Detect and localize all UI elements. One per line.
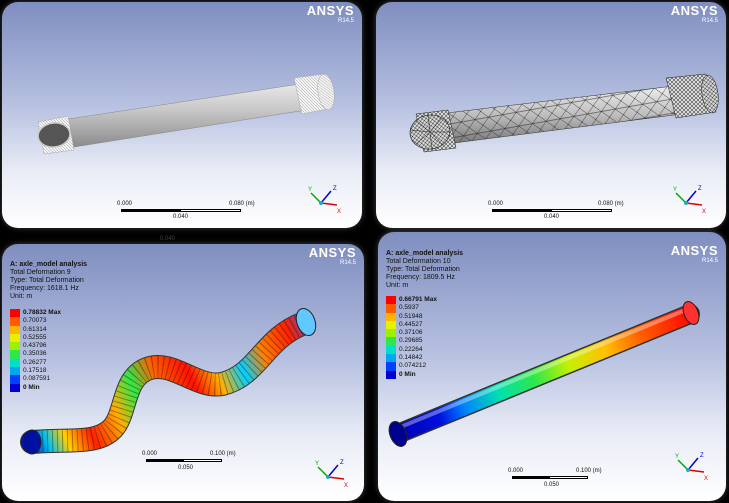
result-type: Type: Total Deformation: [386, 266, 460, 273]
legend-label: 0.51948: [399, 312, 423, 320]
axis-triad-icon: Y Z X: [308, 186, 341, 215]
scale-mid-label: 0.040: [544, 214, 560, 220]
axle-mesh-model[interactable]: [376, 2, 726, 228]
legend-label: 0.074212: [399, 362, 427, 370]
ansys-version: R14.5: [701, 18, 718, 24]
ansys-version: R14.5: [337, 18, 354, 24]
result-name: Total Deformation 9: [10, 269, 71, 276]
mode-shape-10-panel[interactable]: ANSYS R14.5 A: axle_model analysis Total…: [378, 232, 726, 501]
legend-label: 0.61314: [23, 325, 47, 333]
result-frequency: Frequency: 1809.5 Hz: [386, 274, 455, 281]
scale-right-label: 0.100 (m): [210, 451, 236, 457]
svg-text:Z: Z: [333, 186, 337, 192]
contour-legend[interactable]: 0.66791 Max 0.5937 0.51948 0.44527 0.371…: [386, 296, 437, 379]
deformed-axle-mode-9[interactable]: [2, 244, 364, 501]
scale-right-label: 0.100 (m): [576, 468, 602, 474]
result-info-block: A: axle_model analysis Total Deformation…: [10, 261, 87, 301]
scale-left-label: 0.000: [488, 201, 504, 207]
legend-label: 0.29685: [399, 337, 423, 345]
result-type: Type: Total Deformation: [10, 277, 84, 284]
legend-label: 0.22264: [399, 345, 423, 353]
result-frequency: Frequency: 1618.1 Hz: [10, 285, 79, 292]
scale-mid-label: 0.050: [544, 482, 560, 488]
legend-label: 0 Min: [23, 383, 40, 391]
axle-geometry-model[interactable]: [2, 2, 362, 228]
geometry-view-panel[interactable]: ANSYS R14.5 0.000 0.080 (m) 0.040: [2, 2, 362, 228]
axis-triad-icon: Y Z X: [315, 460, 348, 489]
ansys-version: R14.5: [701, 258, 718, 264]
axis-triad-icon: Y Z X: [675, 453, 708, 482]
axis-triad-icon: Y Z X: [673, 186, 706, 215]
mesh-view-panel[interactable]: ANSYS R14.5: [376, 2, 726, 228]
mode-shape-9-panel[interactable]: ANSYS R14.5 A: axle_model analysis Total…: [2, 244, 364, 501]
scale-left-label: 0.000: [142, 451, 158, 457]
legend-label: 0.66791 Max: [399, 296, 437, 303]
scale-left-label: 0.000: [508, 468, 524, 474]
scale-right-label: 0.080 (m): [598, 201, 624, 207]
deformed-axle-mode-10[interactable]: [378, 232, 726, 501]
legend-label: 0.44527: [399, 320, 423, 328]
scale-bar: 0.000 0.080 (m) 0.040: [488, 201, 648, 221]
ansys-logo: ANSYS R14.5: [671, 244, 718, 264]
svg-text:Y: Y: [308, 187, 312, 193]
ansys-logo: ANSYS R14.5: [309, 246, 356, 266]
scale-bar: 0.000 0.080 (m) 0.040: [117, 201, 277, 221]
result-info-block: A: axle_model analysis Total Deformation…: [386, 250, 463, 290]
scale-left-label: 0.000: [117, 201, 133, 207]
ansys-version: R14.5: [339, 260, 356, 266]
scale-right-label: 0.080 (m): [229, 201, 255, 207]
ansys-brand: ANSYS: [308, 245, 356, 260]
result-name: Total Deformation 10: [386, 258, 451, 265]
reflected-scale-label: 0.040: [160, 236, 176, 242]
ansys-brand: ANSYS: [306, 3, 354, 18]
legend-label: 0.70073: [23, 317, 47, 325]
legend-label: 0.37106: [399, 329, 423, 337]
analysis-title: A: axle_model analysis: [386, 250, 464, 257]
scale-mid-label: 0.050: [178, 465, 194, 471]
svg-text:Z: Z: [700, 453, 704, 459]
svg-text:X: X: [702, 209, 706, 215]
legend-label: 0.5937: [399, 304, 419, 312]
svg-text:X: X: [344, 483, 348, 489]
legend-label: 0.26277: [23, 358, 47, 366]
scale-bar: 0.000 0.100 (m) 0.050: [508, 468, 628, 490]
scale-bar: 0.000 0.100 (m) 0.050: [142, 451, 262, 473]
svg-text:Y: Y: [675, 454, 679, 460]
result-unit: Unit: m: [386, 282, 409, 289]
svg-text:Y: Y: [673, 187, 677, 193]
svg-text:Z: Z: [698, 186, 702, 192]
legend-label: 0.14842: [399, 354, 423, 362]
legend-label: 0.35036: [23, 350, 47, 358]
legend-label: 0 Min: [399, 370, 416, 378]
svg-text:X: X: [704, 476, 708, 482]
result-unit: Unit: m: [10, 293, 33, 300]
legend-label: 0.52555: [23, 333, 47, 341]
ansys-logo: ANSYS R14.5: [307, 4, 354, 24]
legend-label: 0.17518: [23, 367, 47, 375]
ansys-logo: ANSYS R14.5: [671, 4, 718, 24]
contour-legend[interactable]: 0.78832 Max 0.70073 0.61314 0.52555 0.43…: [10, 309, 61, 392]
legend-label: 0.087591: [23, 375, 51, 383]
ansys-brand: ANSYS: [670, 243, 718, 258]
legend-label: 0.43796: [23, 342, 47, 350]
svg-text:X: X: [337, 209, 341, 215]
analysis-title: A: axle_model analysis: [10, 261, 88, 268]
ansys-brand: ANSYS: [670, 3, 718, 18]
scale-mid-label: 0.040: [173, 214, 189, 220]
svg-text:Y: Y: [315, 461, 319, 467]
legend-label: 0.78832 Max: [23, 309, 61, 316]
svg-text:Z: Z: [340, 460, 344, 466]
